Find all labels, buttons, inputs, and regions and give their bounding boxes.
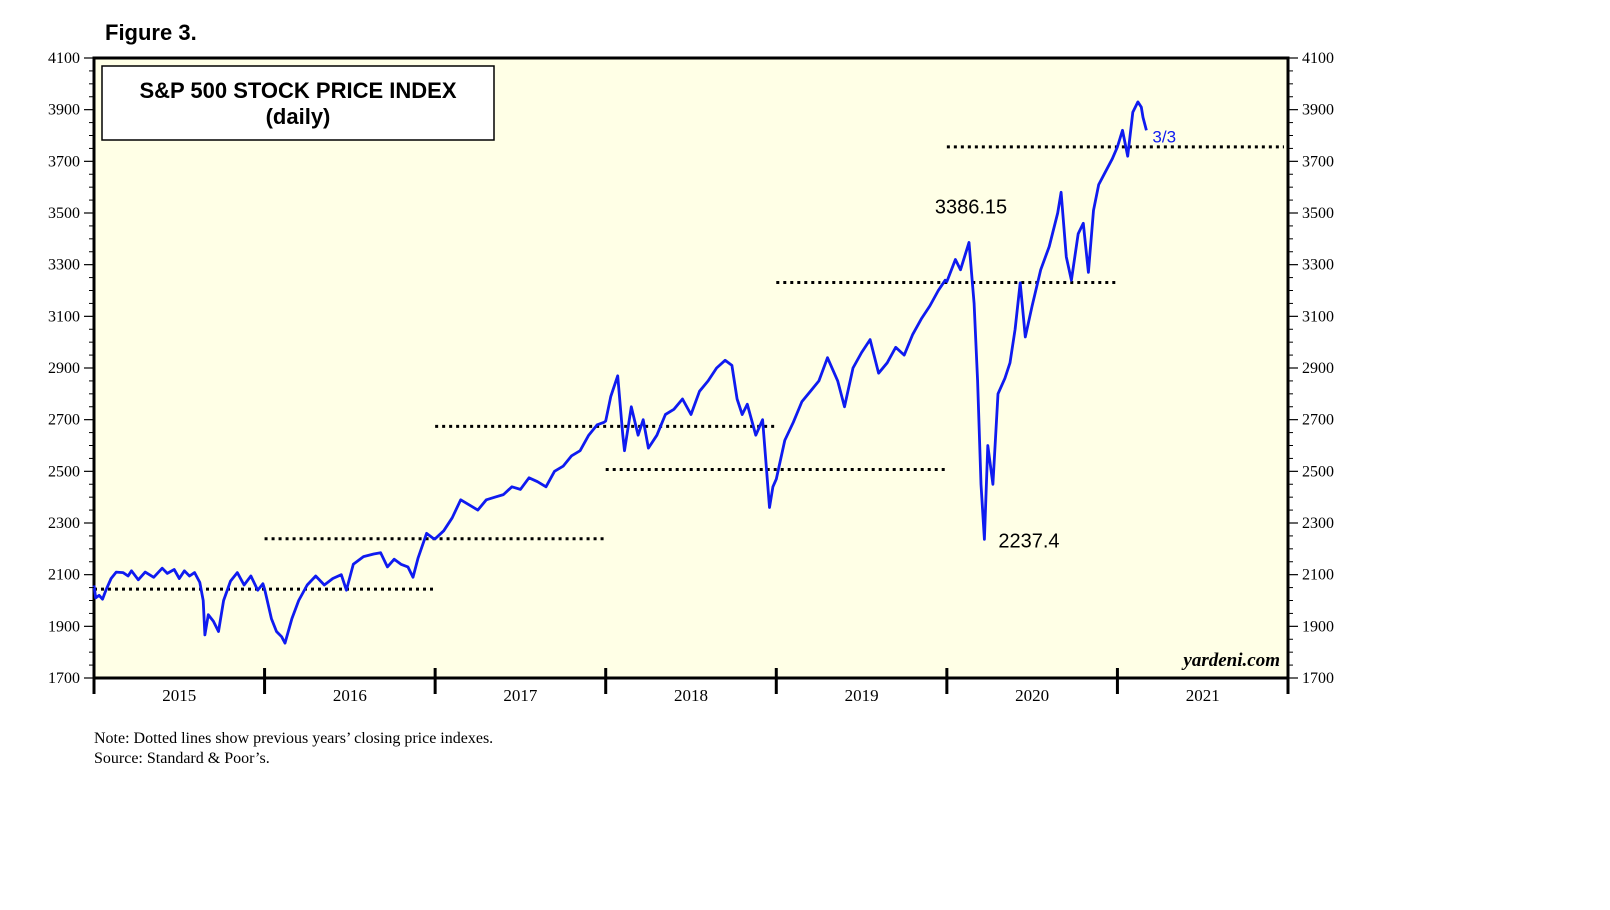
figure-label: Figure 3. bbox=[105, 20, 197, 45]
y-tick-label-left: 2300 bbox=[48, 515, 80, 532]
y-tick-label-right: 3900 bbox=[1302, 102, 1334, 119]
note-text: Note: Dotted lines show previous years’ … bbox=[94, 730, 494, 747]
y-tick-label-right: 2300 bbox=[1302, 515, 1334, 532]
y-tick-label-right: 4100 bbox=[1302, 50, 1334, 67]
y-tick-label-left: 3100 bbox=[48, 308, 80, 325]
source-text: Source: Standard & Poor’s. bbox=[94, 750, 270, 767]
y-tick-label-right: 2700 bbox=[1302, 412, 1334, 429]
y-tick-label-left: 1700 bbox=[48, 670, 80, 687]
plot-area bbox=[92, 56, 1290, 680]
y-tick-label-left: 2100 bbox=[48, 567, 80, 584]
y-tick-label-left: 1900 bbox=[48, 618, 80, 635]
y-tick-label-left: 4100 bbox=[48, 50, 80, 67]
x-tick-label: 2018 bbox=[674, 686, 708, 705]
y-tick-label-right: 3500 bbox=[1302, 205, 1334, 222]
y-tick-label-right: 1900 bbox=[1302, 618, 1334, 635]
x-tick-label: 2020 bbox=[1015, 686, 1049, 705]
y-tick-label-right: 3100 bbox=[1302, 308, 1334, 325]
y-tick-label-left: 2500 bbox=[48, 463, 80, 480]
x-tick-label: 2019 bbox=[845, 686, 879, 705]
x-tick-label: 2021 bbox=[1186, 686, 1220, 705]
y-tick-label-right: 2500 bbox=[1302, 463, 1334, 480]
chart-subtitle: (daily) bbox=[266, 104, 331, 129]
peak-annotation: 3386.15 bbox=[935, 196, 1007, 218]
sp500-series-line bbox=[92, 100, 1148, 645]
latest-date-annotation: 3/3 bbox=[1152, 127, 1176, 146]
y-tick-label-right: 1700 bbox=[1302, 670, 1334, 687]
title-box bbox=[101, 65, 495, 141]
y-tick-label-right: 2100 bbox=[1302, 567, 1334, 584]
y-tick-label-left: 3900 bbox=[48, 102, 80, 119]
y-tick-label-right: 3700 bbox=[1302, 153, 1334, 170]
trough-annotation: 2237.4 bbox=[998, 530, 1059, 552]
watermark: yardeni.com bbox=[1181, 650, 1280, 671]
y-tick-label-left: 3500 bbox=[48, 205, 80, 222]
y-tick-label-left: 3700 bbox=[48, 153, 80, 170]
chart-title: S&P 500 STOCK PRICE INDEX bbox=[139, 78, 456, 103]
y-tick-label-left: 3300 bbox=[48, 257, 80, 274]
y-tick-label-right: 3300 bbox=[1302, 257, 1334, 274]
x-tick-label: 2016 bbox=[333, 686, 367, 705]
y-tick-label-left: 2700 bbox=[48, 412, 80, 429]
y-tick-label-left: 2900 bbox=[48, 360, 80, 377]
x-tick-label: 2017 bbox=[503, 686, 538, 705]
x-tick-label: 2015 bbox=[162, 686, 196, 705]
y-tick-label-right: 2900 bbox=[1302, 360, 1334, 377]
footnote: Note: Dotted lines show previous years’ … bbox=[94, 729, 493, 769]
